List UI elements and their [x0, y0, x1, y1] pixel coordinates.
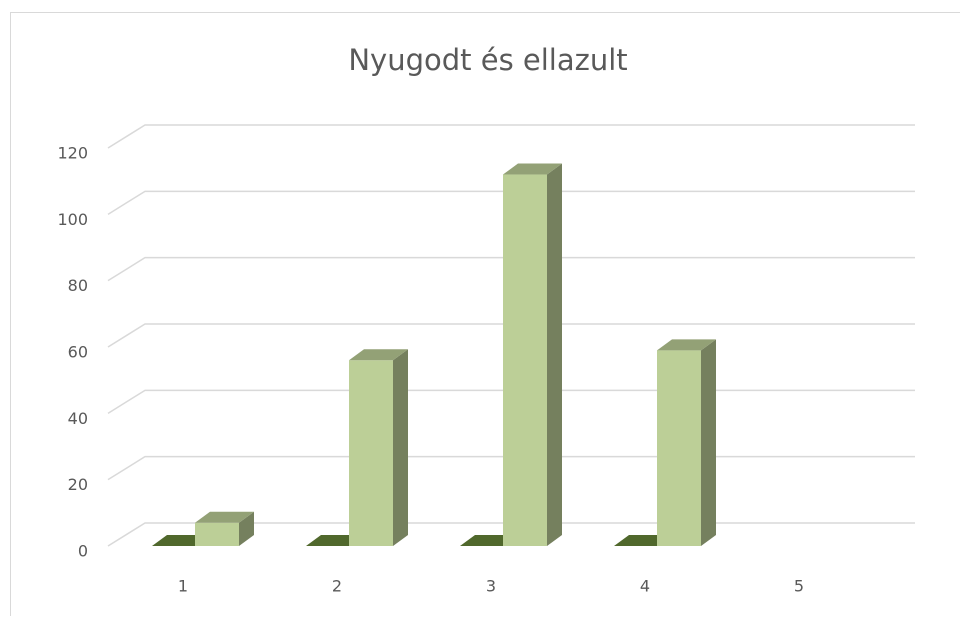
bar-side: [547, 164, 562, 546]
y-tick-label: 60: [68, 343, 88, 362]
bar: [195, 523, 239, 546]
bar: [657, 350, 701, 546]
bar: [349, 360, 393, 546]
x-tick-label: 3: [486, 577, 496, 596]
x-tick-label: 1: [178, 577, 188, 596]
y-tick-label: 100: [57, 210, 88, 229]
bar-side: [393, 349, 408, 546]
chart-border: [11, 13, 960, 617]
bar: [503, 175, 547, 546]
x-tick-label: 5: [794, 577, 804, 596]
x-tick-label: 2: [332, 577, 342, 596]
y-tick-label: 0: [78, 542, 88, 561]
y-tick-label: 80: [68, 276, 88, 295]
y-tick-label: 40: [68, 409, 88, 428]
y-tick-label: 120: [57, 144, 88, 163]
bar-side: [701, 339, 716, 546]
chart-title: Nyugodt és ellazult: [348, 43, 627, 77]
y-tick-label: 20: [68, 475, 88, 494]
x-tick-label: 4: [640, 577, 650, 596]
